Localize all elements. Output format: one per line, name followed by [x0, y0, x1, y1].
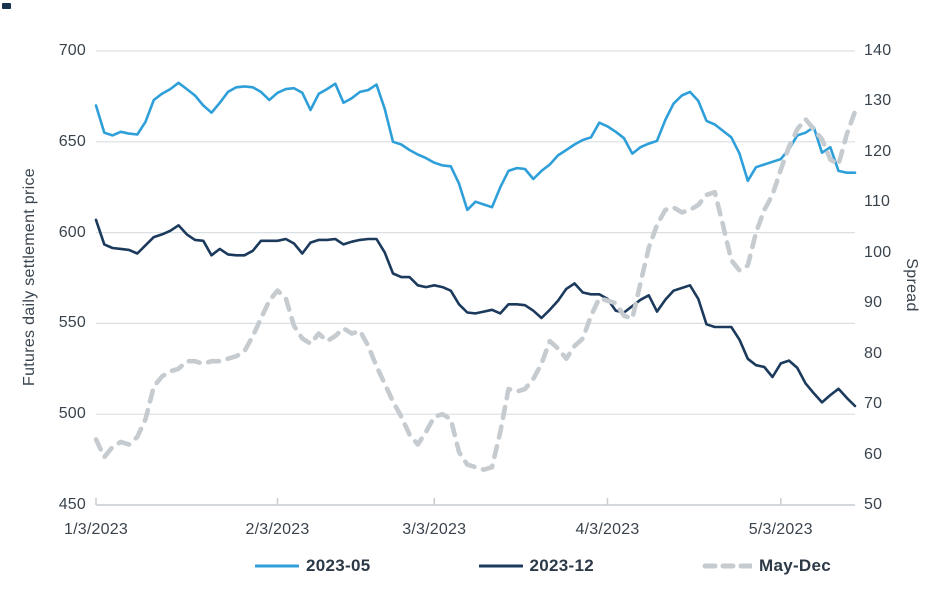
right-axis-tick-label: 100 — [864, 243, 892, 261]
corner-artifact — [2, 3, 11, 9]
right-axis-tick-label: 130 — [864, 92, 892, 110]
legend-item-2023-12: 2023-12 — [478, 556, 595, 576]
legend-line-sample-solid-navy — [478, 564, 523, 568]
left-axis-tick-label: 500 — [58, 405, 86, 423]
right-axis-tick-label: 110 — [864, 193, 891, 211]
legend-item-2023-05: 2023-05 — [255, 556, 371, 576]
x-axis-tick-label: 3/3/2023 — [402, 521, 467, 538]
left-axis-tick-label: 600 — [58, 223, 86, 241]
x-axis-tick-label: 4/3/2023 — [575, 521, 640, 538]
legend-line-sample-solid-blue — [255, 564, 299, 568]
series-line-may-dec — [93, 109, 858, 473]
left-axis-tick-label: 450 — [58, 496, 86, 513]
legend: 2023-05 2023-12 May-Dec — [255, 556, 831, 576]
left-axis-title: Futures daily settlement price — [21, 168, 38, 386]
x-axis-tick-label: 2/3/2023 — [245, 521, 310, 538]
left-axis-tick-label: 650 — [58, 132, 86, 150]
series-line-2023-12 — [94, 218, 857, 408]
right-axis-tick-label: 50 — [864, 496, 883, 513]
legend-item-may-dec: May-Dec — [702, 556, 831, 576]
right-axis-tick-label: 80 — [864, 344, 883, 362]
legend-label: 2023-12 — [529, 556, 594, 575]
right-axis-tick-label: 120 — [864, 142, 892, 160]
legend-line-sample-dashed-gray — [702, 563, 752, 569]
right-axis-title: Spread — [903, 258, 920, 312]
x-axis-tick-label: 1/3/2023 — [64, 521, 128, 538]
left-axis-tick-label: 700 — [58, 42, 86, 59]
legend-label: 2023-05 — [306, 556, 371, 575]
left-axis-tick-label: 550 — [58, 314, 86, 332]
right-axis-tick-label: 70 — [864, 395, 883, 413]
right-axis-tick-label: 140 — [864, 42, 892, 59]
x-axis-tick-label: 5/3/2023 — [748, 521, 813, 538]
legend-label: May-Dec — [759, 556, 832, 575]
right-axis-tick-label: 60 — [864, 445, 883, 463]
right-axis-tick-label: 90 — [864, 294, 883, 312]
series-line-2023-05 — [94, 81, 857, 212]
